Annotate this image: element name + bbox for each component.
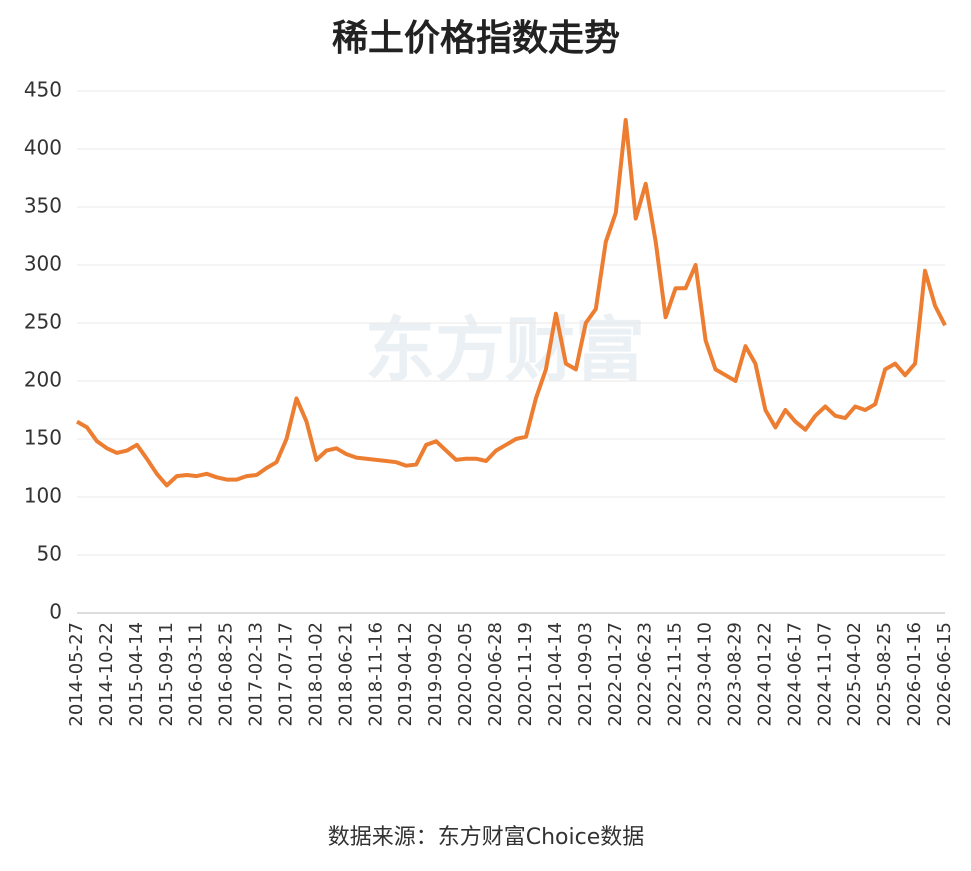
y-tick-label: 50 bbox=[37, 542, 62, 566]
y-tick-label: 100 bbox=[24, 484, 62, 508]
x-tick-label: 2018-11-16 bbox=[365, 622, 386, 727]
x-tick-label: 2025-08-25 bbox=[874, 622, 895, 727]
x-tick-label: 2024-06-17 bbox=[784, 622, 805, 727]
x-tick-label: 2024-11-07 bbox=[814, 622, 835, 727]
x-tick-label: 2019-04-12 bbox=[395, 622, 416, 727]
x-tick-label: 2022-11-15 bbox=[665, 622, 686, 727]
x-tick-label: 2016-03-11 bbox=[186, 622, 207, 727]
y-tick-label: 300 bbox=[24, 252, 62, 276]
watermark: 东方财富 bbox=[365, 309, 645, 391]
x-tick-label: 2025-04-02 bbox=[844, 622, 865, 727]
x-tick-label: 2023-08-29 bbox=[724, 622, 745, 727]
x-tick-label: 2019-09-02 bbox=[425, 622, 446, 727]
x-tick-label: 2022-01-27 bbox=[605, 622, 626, 727]
x-tick-label: 2020-02-05 bbox=[455, 622, 476, 727]
line-series bbox=[75, 118, 947, 488]
x-tick-label: 2024-01-22 bbox=[754, 622, 775, 727]
x-tick-label: 2015-09-11 bbox=[156, 622, 177, 727]
x-tick-label: 2021-04-14 bbox=[545, 622, 566, 727]
x-tick-label: 2018-06-21 bbox=[335, 622, 356, 727]
x-tick-label: 2015-04-14 bbox=[126, 622, 147, 727]
x-tick-label: 2020-11-19 bbox=[515, 622, 536, 727]
y-tick-label: 350 bbox=[24, 194, 62, 218]
x-tick-label: 2017-02-13 bbox=[246, 622, 267, 727]
x-tick-label: 2016-08-25 bbox=[216, 622, 237, 727]
y-tick-label: 0 bbox=[49, 600, 62, 624]
source-note: 数据来源：东方财富Choice数据 bbox=[328, 825, 645, 850]
x-tick-label: 2026-01-16 bbox=[904, 622, 925, 727]
x-tick-label: 2021-09-03 bbox=[575, 622, 596, 727]
x-tick-label: 2014-10-22 bbox=[96, 622, 117, 727]
x-tick-label: 2022-06-23 bbox=[635, 622, 656, 727]
y-tick-label: 200 bbox=[24, 368, 62, 392]
x-tick-label: 2014-05-27 bbox=[66, 622, 87, 727]
y-tick-label: 450 bbox=[24, 78, 62, 102]
x-tick-label: 2026-06-15 bbox=[934, 622, 955, 727]
x-tick-label: 2023-04-10 bbox=[695, 622, 716, 727]
y-tick-label: 400 bbox=[24, 136, 62, 160]
y-tick-label: 250 bbox=[24, 310, 62, 334]
chart-title: 稀土价格指数走势 bbox=[332, 18, 620, 59]
x-tick-label: 2017-07-17 bbox=[276, 622, 297, 727]
y-tick-label: 150 bbox=[24, 426, 62, 450]
x-tick-label: 2020-06-28 bbox=[485, 622, 506, 727]
x-tick-label: 2018-01-02 bbox=[305, 622, 326, 727]
